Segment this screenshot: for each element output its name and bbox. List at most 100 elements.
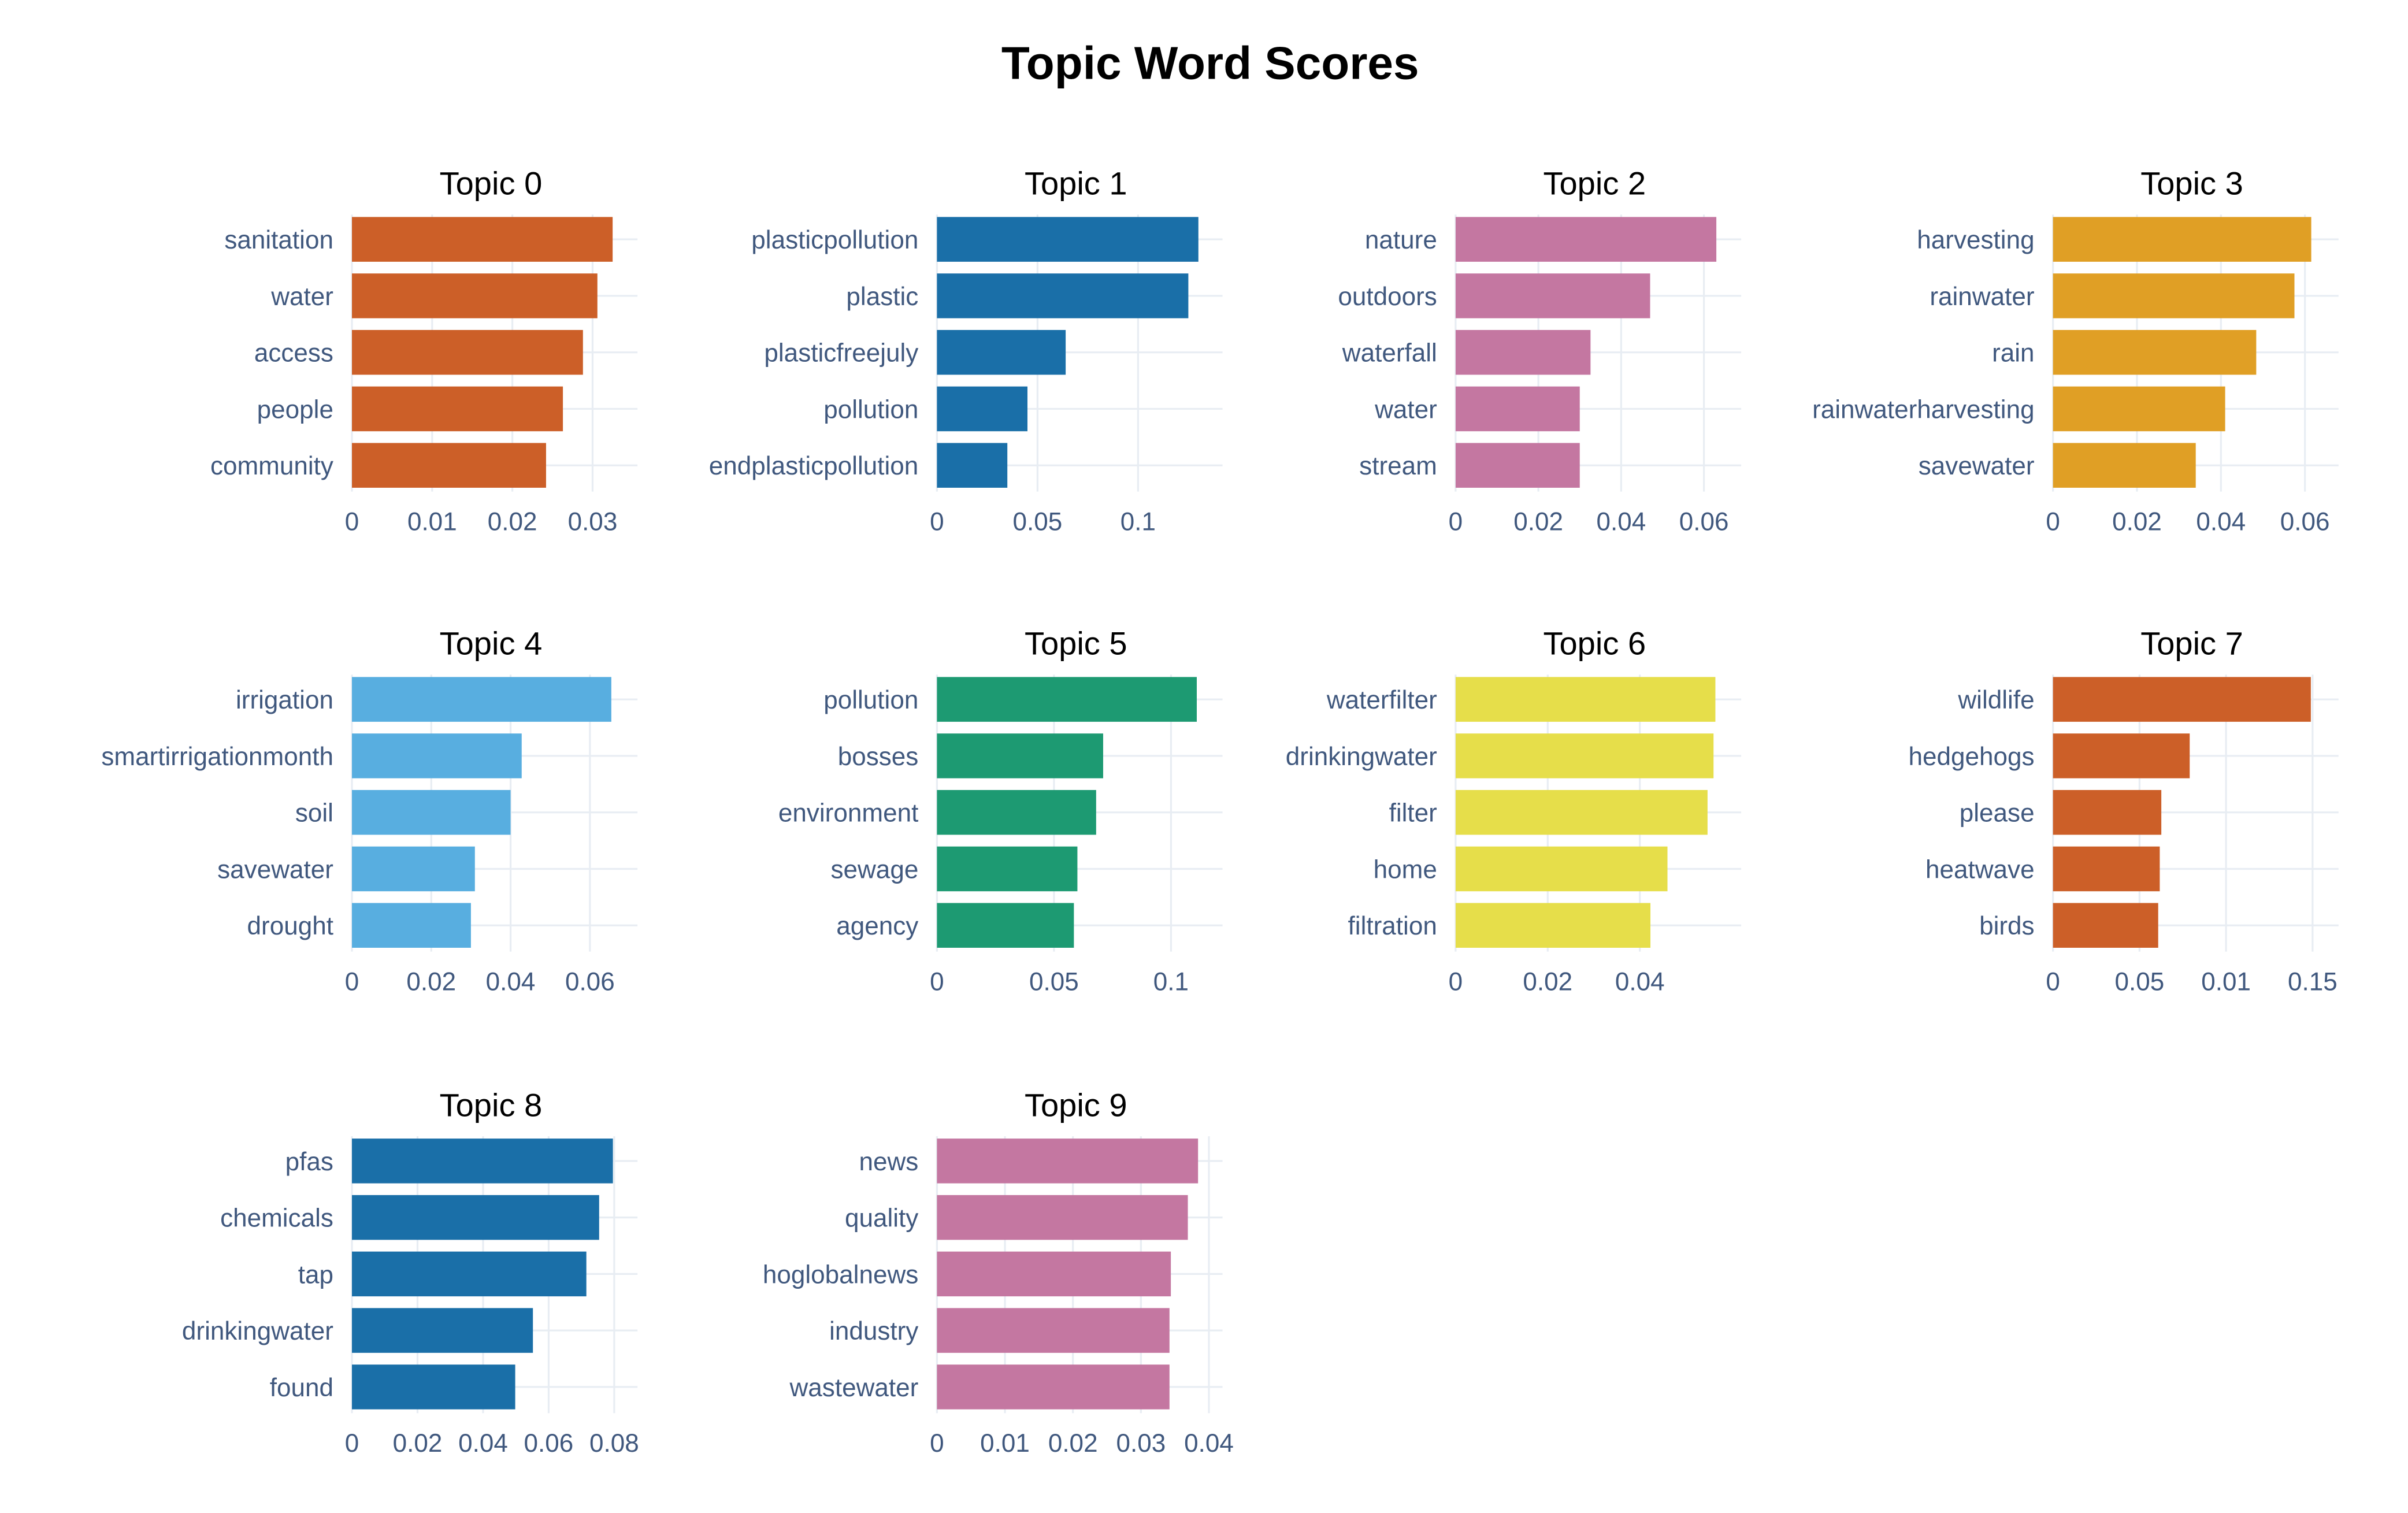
bar-waterfall xyxy=(1455,329,1591,375)
subplot-topic-5: 0 0.05 0.1 pollution bosses environment sewage… xyxy=(778,625,1223,996)
x-tick-label: 0.04 xyxy=(2196,507,2246,536)
category-label: please xyxy=(1960,799,2035,828)
x-tick-label: 0.05 xyxy=(2114,967,2164,996)
bar-chemicals xyxy=(352,1195,599,1240)
category-label: pollution xyxy=(823,395,918,424)
bar-filtration xyxy=(1455,903,1651,948)
subplot-title: Topic 4 xyxy=(440,625,543,662)
x-tick-label: 0.04 xyxy=(486,967,536,996)
x-tick-label: 0 xyxy=(2046,507,2060,536)
bar-sewage xyxy=(937,846,1078,892)
bar-pollution xyxy=(937,677,1197,722)
subplot-topic-2: 0 0.02 0.04 0.06 nature outdoors waterfall wate… xyxy=(1338,165,1742,536)
category-label: rainwater xyxy=(1930,283,2034,311)
subplot-title: Topic 2 xyxy=(1543,165,1646,202)
category-label: tap xyxy=(298,1260,333,1289)
bar-water xyxy=(1455,386,1580,432)
category-label: rain xyxy=(1992,339,2034,368)
x-tick-label: 0.06 xyxy=(565,967,615,996)
category-label: hedgehogs xyxy=(1909,743,2035,771)
bar-harvesting xyxy=(2053,217,2311,262)
x-tick-label: 0.01 xyxy=(2201,967,2251,996)
bar-please xyxy=(2053,789,2162,835)
x-tick-label: 0.05 xyxy=(1013,507,1063,536)
subplot-topic-3: 0 0.02 0.04 0.06 harvesting rainwater rain rain… xyxy=(1812,165,2339,536)
category-label: drinkingwater xyxy=(182,1317,333,1345)
bar-home xyxy=(1455,846,1668,892)
bar-filter xyxy=(1455,789,1708,835)
category-label: wastewater xyxy=(789,1374,918,1402)
category-label: water xyxy=(1374,395,1437,424)
bar-quality xyxy=(937,1195,1188,1240)
x-tick-label: 0.01 xyxy=(407,507,457,536)
bar-endplasticpollution xyxy=(937,443,1008,488)
category-label: plastic xyxy=(846,283,918,311)
category-label: birds xyxy=(1979,912,2035,940)
bar-water xyxy=(352,273,598,318)
bar-savewater xyxy=(352,846,475,892)
subplot-title: Topic 7 xyxy=(2140,625,2243,662)
subplot-title: Topic 3 xyxy=(2140,165,2243,202)
bar-hoglobalnews xyxy=(937,1251,1171,1297)
x-tick-label: 0 xyxy=(345,967,359,996)
bar-nature xyxy=(1455,217,1717,262)
bar-hedgehogs xyxy=(2053,733,2190,778)
category-label: harvesting xyxy=(1917,226,2034,254)
bar-access xyxy=(352,329,583,375)
category-label: savewater xyxy=(217,855,333,884)
x-tick-label: 0.1 xyxy=(1153,967,1189,996)
bar-community xyxy=(352,443,546,488)
bar-outdoors xyxy=(1455,273,1650,318)
category-label: plasticpollution xyxy=(751,226,918,254)
subplot-title: Topic 9 xyxy=(1025,1086,1127,1123)
bar-rainwaterharvesting xyxy=(2053,386,2225,432)
category-label: chemicals xyxy=(220,1204,333,1233)
subplot-topic-6: 0 0.02 0.04 waterfilter drinkingwater filter h… xyxy=(1286,625,1742,996)
category-label: pfas xyxy=(285,1148,333,1176)
bar-news xyxy=(937,1139,1199,1184)
category-label: nature xyxy=(1365,226,1437,254)
x-tick-label: 0.02 xyxy=(2112,507,2162,536)
category-label: sewage xyxy=(830,855,918,884)
category-label: wildlife xyxy=(1957,686,2034,714)
category-label: environment xyxy=(778,799,918,828)
category-label: heatwave xyxy=(1925,855,2035,884)
category-label: people xyxy=(257,395,333,424)
category-label: home xyxy=(1374,855,1437,884)
bar-sanitation xyxy=(352,217,613,262)
bar-rainwater xyxy=(2053,273,2295,318)
subplot-topic-4: 0 0.02 0.04 0.06 irrigation smartirrigationmo… xyxy=(101,625,638,996)
x-tick-label: 0.02 xyxy=(1523,967,1572,996)
category-label: savewater xyxy=(1919,452,2035,480)
subplot-title: Topic 8 xyxy=(440,1086,543,1123)
category-label: rainwaterharvesting xyxy=(1812,395,2035,424)
x-tick-label: 0.06 xyxy=(524,1429,574,1458)
category-label: waterfilter xyxy=(1326,686,1437,714)
category-label: stream xyxy=(1359,452,1437,480)
category-label: waterfall xyxy=(1342,339,1437,368)
category-label: bosses xyxy=(838,743,919,771)
bar-environment xyxy=(937,789,1096,835)
x-tick-label: 0.04 xyxy=(1596,507,1646,536)
x-tick-label: 0 xyxy=(1449,507,1463,536)
chart-title: Topic Word Scores xyxy=(1001,36,1419,88)
x-tick-label: 0.03 xyxy=(568,507,618,536)
bar-drinkingwater xyxy=(1455,733,1714,778)
category-label: agency xyxy=(836,912,918,940)
category-label: drought xyxy=(247,912,333,940)
subplot-title: Topic 6 xyxy=(1543,625,1646,662)
x-tick-label: 0.05 xyxy=(1029,967,1079,996)
category-label: pollution xyxy=(823,686,918,714)
x-tick-label: 0.06 xyxy=(2280,507,2330,536)
bar-plastic xyxy=(937,273,1189,318)
category-label: filtration xyxy=(1348,912,1437,940)
bar-rain xyxy=(2053,329,2257,375)
x-tick-label: 0.08 xyxy=(589,1429,639,1458)
subplots: 0 0.01 0.02 0.03 sanitation water access people… xyxy=(101,165,2339,1458)
subplot-topic-8: 0 0.02 0.04 0.06 0.08 pfas chemicals tap drinkin… xyxy=(182,1086,639,1458)
subplot-topic-9: 0 0.01 0.02 0.03 0.04 news quality hoglobalnews… xyxy=(763,1086,1234,1458)
bar-soil xyxy=(352,789,511,835)
bar-found xyxy=(352,1364,515,1410)
x-tick-label: 0.1 xyxy=(1120,507,1156,536)
category-label: plasticfreejuly xyxy=(764,339,918,368)
